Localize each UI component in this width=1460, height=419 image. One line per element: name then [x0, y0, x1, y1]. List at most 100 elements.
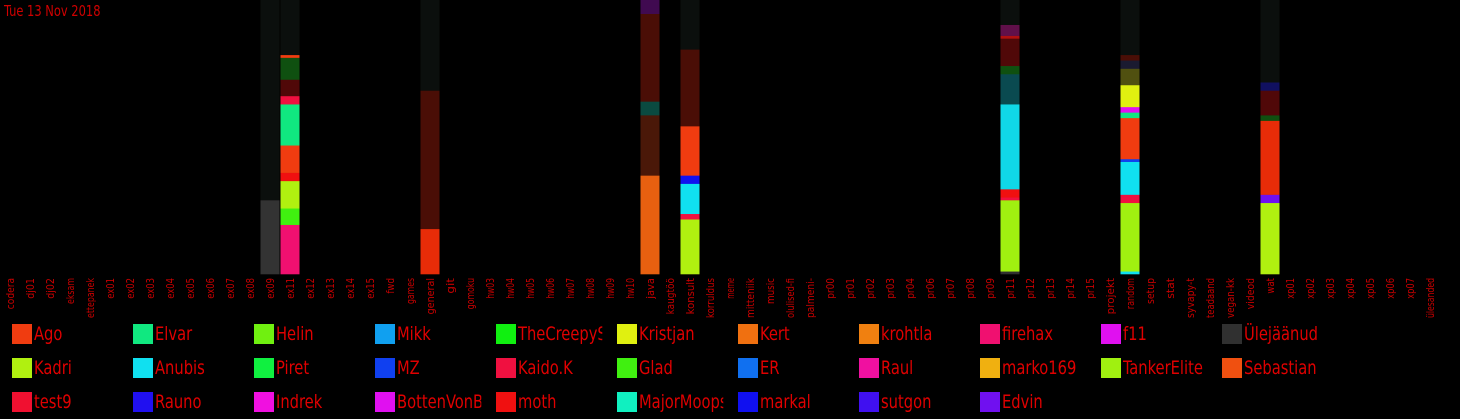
bar-segment-general-0	[420, 228, 440, 275]
legend-label: Ago	[34, 323, 63, 345]
bar-segment-random-12	[1120, 0, 1140, 56]
x-tick-label-music: music	[764, 278, 777, 304]
bar-segment-ex11-10	[280, 0, 300, 56]
legend-label: Ülejäänud	[1244, 323, 1318, 345]
legend-label: moth	[518, 391, 557, 413]
x-tick-label-pr11: pr11	[1004, 278, 1017, 299]
bar-segment-pr11-1	[1000, 200, 1020, 272]
x-tick-label-general: general	[424, 278, 437, 314]
legend-item: marko169	[980, 356, 1100, 380]
x-tick-label-ettepanek: ettepanek	[84, 278, 97, 318]
x-tick-label-pr01: pr01	[844, 278, 857, 299]
legend-swatch	[859, 358, 879, 378]
bar-segment-konsult-5	[680, 49, 700, 127]
bar-segment-random-3	[1120, 161, 1140, 195]
x-tick-label-ex05: ex05	[184, 278, 197, 299]
x-tick-label-ex04: ex04	[164, 278, 177, 299]
legend-swatch	[859, 392, 879, 412]
bar-segment-random-5	[1120, 117, 1140, 160]
legend-item: BottenVonBot	[375, 390, 495, 414]
x-tick-label-olulised-fi: olulised-fi	[784, 278, 797, 318]
bar-segment-random-4	[1120, 158, 1140, 162]
legend-item: markal	[738, 390, 858, 414]
legend-label: Kert	[760, 323, 790, 345]
legend-item: f11	[1101, 322, 1221, 346]
x-tick-label-random: random	[1124, 278, 1137, 309]
x-tick-label-setup: setup	[1144, 278, 1157, 304]
bar-segment-random-11	[1120, 54, 1140, 61]
x-tick-label-hw05: hw05	[524, 278, 537, 299]
bar-segment-ex11-3	[280, 172, 300, 182]
bar-segment-konsult-2	[680, 183, 700, 215]
x-tick-label-ex12: ex12	[304, 278, 317, 299]
legend-item: moth	[496, 390, 616, 414]
x-tick-label-videod: videod	[1244, 278, 1257, 309]
x-tick-label-ex07: ex07	[224, 278, 237, 299]
legend-item: Kert	[738, 322, 858, 346]
x-tick-label-java: java	[644, 278, 657, 300]
x-tick-label-hw08: hw08	[584, 278, 597, 299]
x-tick-label-games: games	[404, 278, 417, 304]
legend-item: TheCreepySh	[496, 322, 616, 346]
legend-label: Edvin	[1002, 391, 1043, 413]
bar-segment-random-1	[1120, 202, 1140, 272]
bar-segment-pr11-10	[1000, 0, 1020, 25]
x-tick-label-meme: meme	[724, 278, 737, 299]
bar-segment-java-3	[640, 13, 660, 102]
x-tick-label-hw04: hw04	[504, 278, 517, 299]
legend-item: Mikk	[375, 322, 495, 346]
bar-segment-ex11-4	[280, 145, 300, 173]
bar-segment-ex11-0	[280, 224, 300, 275]
x-tick-label-xp02: xp02	[1304, 278, 1317, 299]
legend-swatch	[496, 324, 516, 344]
bar-segment-random-2	[1120, 194, 1140, 204]
legend-item: Piret	[254, 356, 374, 380]
bar-segment-pr11-9	[1000, 24, 1020, 36]
legend-item: Edvin	[980, 390, 1100, 414]
legend-label: marko169	[1002, 357, 1077, 379]
bar-segment-ex11-7	[280, 79, 300, 97]
legend-label: MZ	[397, 357, 420, 379]
legend-label: Glad	[639, 357, 673, 379]
x-tick-label-fwd: fwd	[384, 278, 397, 294]
legend-swatch	[133, 392, 153, 412]
legend-item: Sebastian	[1222, 356, 1342, 380]
legend-item: Kristjan	[617, 322, 737, 346]
x-tick-label-hw06: hw06	[544, 278, 557, 299]
x-tick-label-pr07: pr07	[944, 278, 957, 299]
legend-label: BottenVonBot	[397, 391, 481, 413]
x-tick-label-konsult: konsult	[684, 277, 697, 314]
x-tick-label-wat: wat	[1264, 277, 1277, 293]
x-tick-label-syvapy-t: syvapy-t	[1184, 277, 1197, 318]
x-tick-label-ülesanded: ülesanded	[1424, 278, 1437, 318]
x-tick-label-palmeni-: palmeni-	[804, 278, 817, 318]
legend-swatch	[375, 358, 395, 378]
legend-swatch	[738, 392, 758, 412]
bar-segment-wat-5	[1260, 82, 1280, 91]
x-tick-label-xp04: xp04	[1344, 278, 1357, 299]
x-tick-label-hw03: hw03	[484, 278, 497, 299]
bar-segment-konsult-4	[680, 126, 700, 176]
bar-segment-random-8	[1120, 84, 1140, 108]
x-tick-label-git: git	[444, 277, 457, 293]
x-tick-label-teadaand: teadaand	[1204, 278, 1217, 318]
bar-segment-random-10	[1120, 60, 1140, 69]
legend-label: firehax	[1002, 323, 1054, 345]
x-tick-label-korruldus: korruldus	[704, 278, 717, 318]
x-tick-label-dj01: dj01	[24, 278, 37, 299]
legend-label: sutgon	[881, 391, 932, 413]
x-tick-label-pr08: pr08	[964, 278, 977, 299]
bar-segment-java-4	[640, 0, 660, 15]
x-tick-label-xp07: xp07	[1404, 278, 1417, 299]
legend-label: Rauno	[155, 391, 202, 413]
legend-swatch	[738, 358, 758, 378]
x-tick-label-ex13: ex13	[324, 278, 337, 299]
legend-label: f11	[1123, 323, 1147, 345]
legend-label: TheCreepySh	[518, 323, 602, 345]
bar-segment-ex09-1	[260, 0, 280, 201]
x-tick-label-pr15: pr15	[1084, 278, 1097, 299]
bar-segment-wat-6	[1260, 0, 1280, 83]
legend-swatch	[980, 392, 1000, 412]
legend-swatch	[980, 324, 1000, 344]
legend-label: markal	[760, 391, 811, 413]
